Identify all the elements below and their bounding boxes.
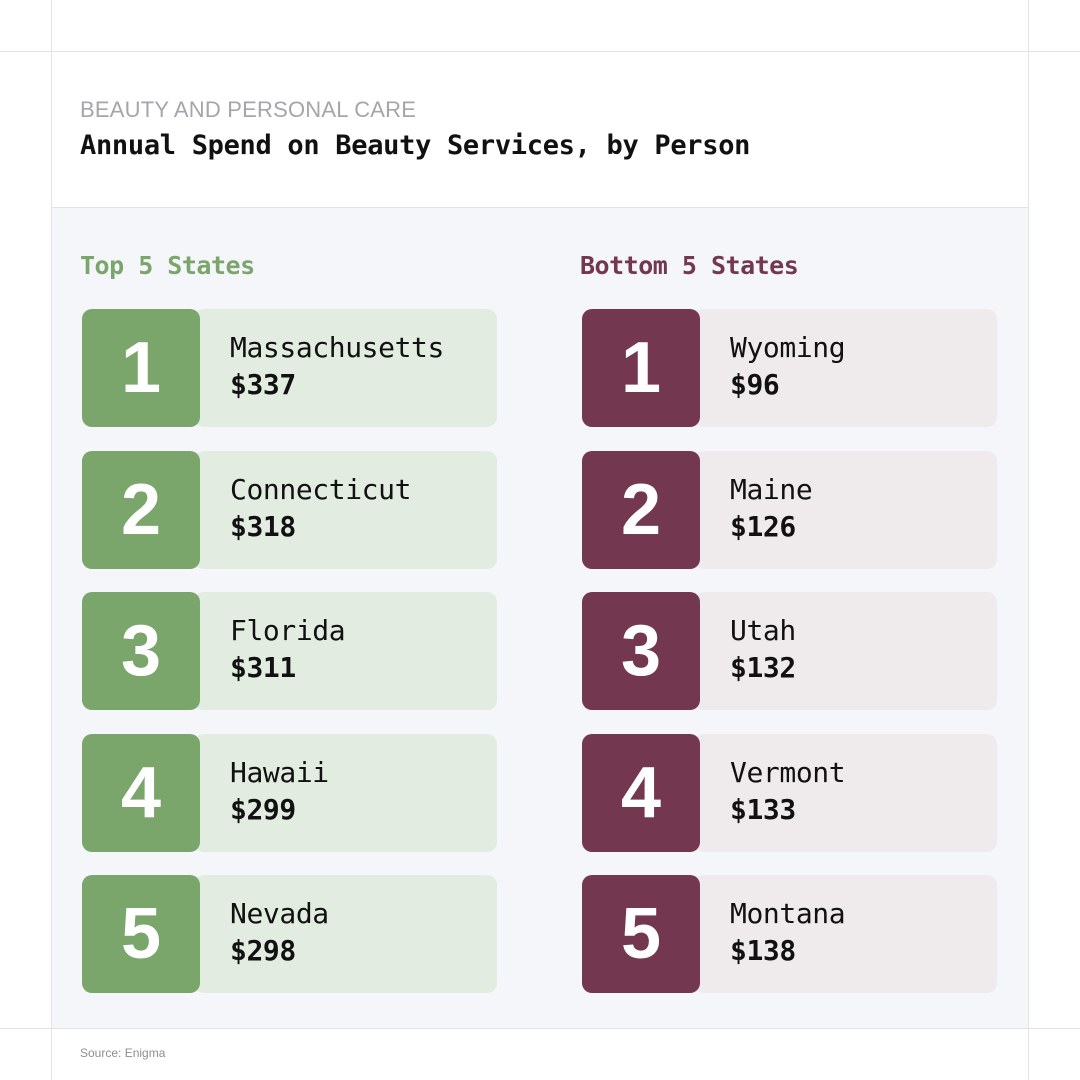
state-name: Maine — [730, 472, 813, 506]
state-name: Wyoming — [730, 331, 846, 364]
spend-value: $311 — [230, 651, 296, 684]
state-card: Florida $311 — [194, 592, 497, 710]
rank-number: 3 — [82, 592, 200, 710]
guide-line-left — [51, 0, 52, 1080]
top-state-row: 5 Nevada $298 — [82, 875, 497, 993]
spend-value: $96 — [730, 368, 780, 401]
page-title: Annual Spend on Beauty Services, by Pers… — [80, 130, 751, 161]
state-name: Montana — [730, 897, 846, 930]
state-card: Connecticut $318 — [194, 450, 497, 569]
rankings-panel: Top 5 States 1 Massachusetts $337 2 Conn… — [52, 207, 1028, 1028]
spend-value: $298 — [230, 934, 296, 967]
state-name: Utah — [730, 614, 796, 647]
top-states-list: 1 Massachusetts $337 2 Connecticut $318 … — [82, 309, 497, 993]
rank-number: 2 — [82, 450, 200, 569]
spend-value: $318 — [230, 509, 296, 543]
spend-value: $138 — [730, 934, 796, 967]
state-name: Massachusetts — [230, 331, 444, 364]
category-label: BEAUTY AND PERSONAL CARE — [80, 97, 417, 122]
state-card: Nevada $298 — [194, 875, 497, 993]
bottom-states-list: 1 Wyoming $96 2 Maine $126 3 Utah $132 — [582, 309, 997, 993]
state-name: Nevada — [230, 897, 329, 930]
guide-line-right — [1028, 0, 1029, 1080]
top-state-row: 2 Connecticut $318 — [82, 450, 497, 569]
top-states-heading: Top 5 States — [80, 251, 255, 280]
state-card: Maine $126 — [694, 450, 997, 569]
bottom-states-heading: Bottom 5 States — [580, 251, 799, 280]
state-name: Florida — [230, 614, 346, 647]
spend-value: $126 — [730, 509, 796, 543]
header: BEAUTY AND PERSONAL CARE Annual Spend on… — [80, 96, 1000, 164]
guide-line-bottom — [0, 1028, 1080, 1029]
top-state-row: 4 Hawaii $299 — [82, 733, 497, 852]
state-card: Montana $138 — [694, 875, 997, 993]
top-state-row: 1 Massachusetts $337 — [82, 309, 497, 427]
bottom-states-column: Bottom 5 States 1 Wyoming $96 2 Maine $1… — [580, 248, 997, 1017]
top-state-row: 3 Florida $311 — [82, 592, 497, 710]
bottom-state-row: 1 Wyoming $96 — [582, 309, 997, 427]
state-name: Hawaii — [230, 755, 329, 789]
rank-number: 4 — [82, 733, 200, 852]
rank-number: 3 — [582, 592, 700, 710]
top-states-column: Top 5 States 1 Massachusetts $337 2 Conn… — [80, 248, 497, 1017]
rank-number: 4 — [582, 733, 700, 852]
state-name: Connecticut — [230, 472, 412, 506]
state-card: Wyoming $96 — [694, 309, 997, 427]
state-name: Vermont — [730, 755, 846, 789]
bottom-state-row: 3 Utah $132 — [582, 592, 997, 710]
rank-number: 5 — [582, 875, 700, 993]
state-card: Vermont $133 — [694, 733, 997, 852]
rank-number: 5 — [82, 875, 200, 993]
rank-number: 1 — [82, 309, 200, 427]
source-note: Source: Enigma — [80, 1046, 166, 1060]
guide-line-top — [0, 51, 1080, 52]
state-card: Utah $132 — [694, 592, 997, 710]
rank-number: 2 — [582, 450, 700, 569]
bottom-state-row: 4 Vermont $133 — [582, 733, 997, 852]
spend-value: $299 — [230, 792, 296, 826]
spend-value: $132 — [730, 651, 796, 684]
state-card: Massachusetts $337 — [194, 309, 497, 427]
bottom-state-row: 5 Montana $138 — [582, 875, 997, 993]
state-card: Hawaii $299 — [194, 733, 497, 852]
rank-number: 1 — [582, 309, 700, 427]
spend-value: $133 — [730, 792, 796, 826]
spend-value: $337 — [230, 368, 296, 401]
bottom-state-row: 2 Maine $126 — [582, 450, 997, 569]
